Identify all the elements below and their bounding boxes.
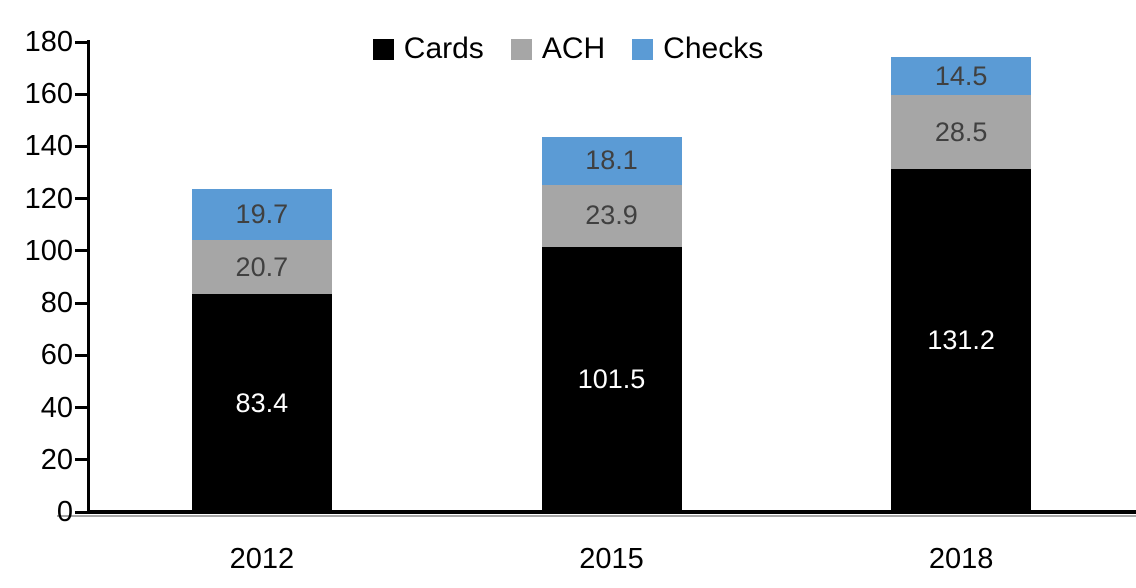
bar-value-label: 131.2 [927, 325, 995, 356]
y-axis-label: 20 [40, 443, 73, 476]
bar-value-label: 18.1 [585, 145, 638, 176]
bar-value-label: 20.7 [235, 251, 289, 282]
y-axis-label: 160 [24, 78, 73, 111]
bar-2018: 14.5 28.5 131.2 [891, 57, 1032, 512]
bar-segment-ach: 20.7 [191, 240, 332, 295]
y-axis-tick [75, 249, 87, 253]
y-axis-label: 60 [40, 339, 73, 372]
bar-2012: 19.7 20.7 83.4 [191, 188, 332, 512]
bar-segment-checks: 14.5 [891, 57, 1032, 95]
legend-label: ACH [541, 32, 606, 65]
y-axis-tick [75, 197, 87, 201]
x-axis-label: 2012 [229, 543, 295, 575]
bar-segment-cards: 131.2 [891, 169, 1032, 512]
y-axis-tick [75, 353, 87, 357]
y-axis-tick [75, 144, 87, 148]
bar-value-label: 101.5 [577, 363, 646, 394]
y-axis-label: 100 [24, 234, 73, 267]
legend-item-ach: ACH [510, 32, 606, 65]
legend-label: Cards [403, 32, 484, 65]
bar-segment-cards: 83.4 [191, 294, 332, 512]
y-axis-label: 140 [24, 130, 73, 163]
legend-item-cards: Cards [372, 32, 484, 65]
bar-value-label: 14.5 [934, 60, 988, 91]
y-axis-tick [75, 510, 87, 514]
y-axis-label: 80 [40, 287, 73, 320]
bar-segment-ach: 23.9 [541, 184, 682, 247]
legend-item-checks: Checks [632, 34, 763, 64]
bar-value-label: 23.9 [585, 200, 638, 231]
y-axis-tick [75, 92, 87, 96]
x-axis-label: 2015 [579, 543, 644, 575]
y-axis-label: 180 [24, 26, 73, 58]
y-axis-label: 120 [24, 182, 73, 215]
bar-value-label: 19.7 [235, 198, 289, 229]
legend-swatch-icon [510, 38, 532, 60]
bar-value-label: 28.5 [934, 116, 988, 147]
y-axis-label: 0 [56, 496, 73, 528]
y-axis-tick [75, 406, 87, 410]
bar-segment-checks: 18.1 [541, 137, 682, 185]
y-axis-tick [75, 458, 87, 462]
y-axis-tick [75, 301, 87, 305]
legend-swatch-icon [372, 38, 394, 60]
x-axis-shadow [57, 515, 1136, 517]
bar-2015: 18.1 23.9 101.5 [541, 137, 682, 512]
legend-label: Checks [663, 32, 764, 65]
y-axis-label: 40 [40, 391, 73, 424]
bar-value-label: 83.4 [235, 387, 289, 418]
bar-segment-cards: 101.5 [541, 246, 682, 512]
y-axis-line [87, 40, 90, 514]
legend-swatch-icon [632, 38, 654, 60]
bar-segment-ach: 28.5 [891, 95, 1032, 170]
bar-segment-checks: 19.7 [191, 188, 332, 241]
x-axis-label: 2018 [928, 543, 994, 575]
x-axis-line [87, 510, 1136, 514]
y-axis-tick [75, 40, 87, 44]
chart-legend: Cards ACH Checks [0, 33, 1136, 65]
